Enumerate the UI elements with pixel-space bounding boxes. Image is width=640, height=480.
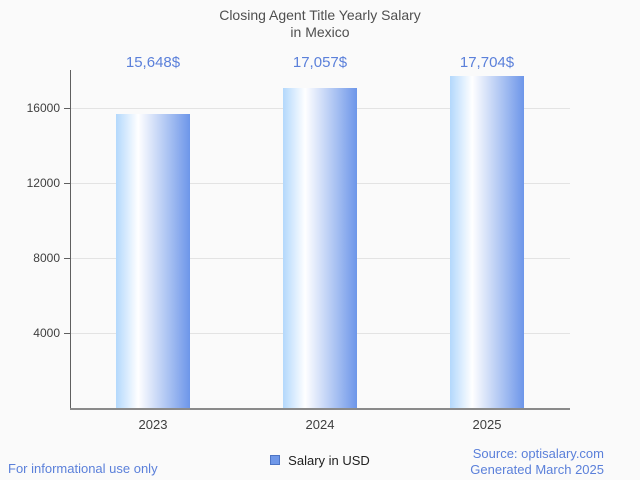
y-axis-tick-label-4000: 4000 — [33, 326, 60, 340]
generated-text: Generated March 2025 — [470, 462, 604, 477]
disclaimer-text: For informational use only — [8, 461, 158, 476]
bar-2025[interactable] — [450, 76, 524, 408]
y-axis-tick-8000 — [64, 258, 70, 259]
x-axis-line — [70, 408, 570, 410]
x-axis-label-2024: 2024 — [305, 417, 335, 432]
y-axis-tick-label-16000: 16000 — [26, 101, 60, 115]
bar-2023[interactable] — [116, 114, 190, 408]
value-label-2024: 17,057$ — [292, 54, 348, 71]
legend-marker-icon — [270, 455, 281, 465]
y-axis-tick-4000 — [64, 333, 70, 334]
bar-2024[interactable] — [283, 88, 357, 408]
source-block: Source: optisalary.com Generated March 2… — [470, 446, 604, 478]
x-axis-label-2023: 2023 — [138, 417, 168, 432]
y-axis-line — [70, 70, 71, 410]
chart-title-line2: in Mexico — [290, 24, 350, 40]
legend-label: Salary in USD — [288, 452, 370, 468]
y-axis-tick-label-8000: 8000 — [33, 251, 60, 265]
legend: Salary in USD — [0, 452, 640, 468]
x-axis-label-2025: 2025 — [472, 417, 502, 432]
y-axis-tick-label-12000: 12000 — [26, 176, 60, 190]
chart-title-line1: Closing Agent Title Yearly Salary — [219, 7, 421, 23]
source-text: Source: optisalary.com — [472, 446, 604, 461]
value-label-2023: 15,648$ — [125, 54, 181, 71]
value-label-2025: 17,704$ — [459, 54, 515, 71]
y-axis-tick-12000 — [64, 183, 70, 184]
chart-title: Closing Agent Title Yearly Salary in Mex… — [0, 7, 640, 41]
y-axis-tick-16000 — [64, 108, 70, 109]
